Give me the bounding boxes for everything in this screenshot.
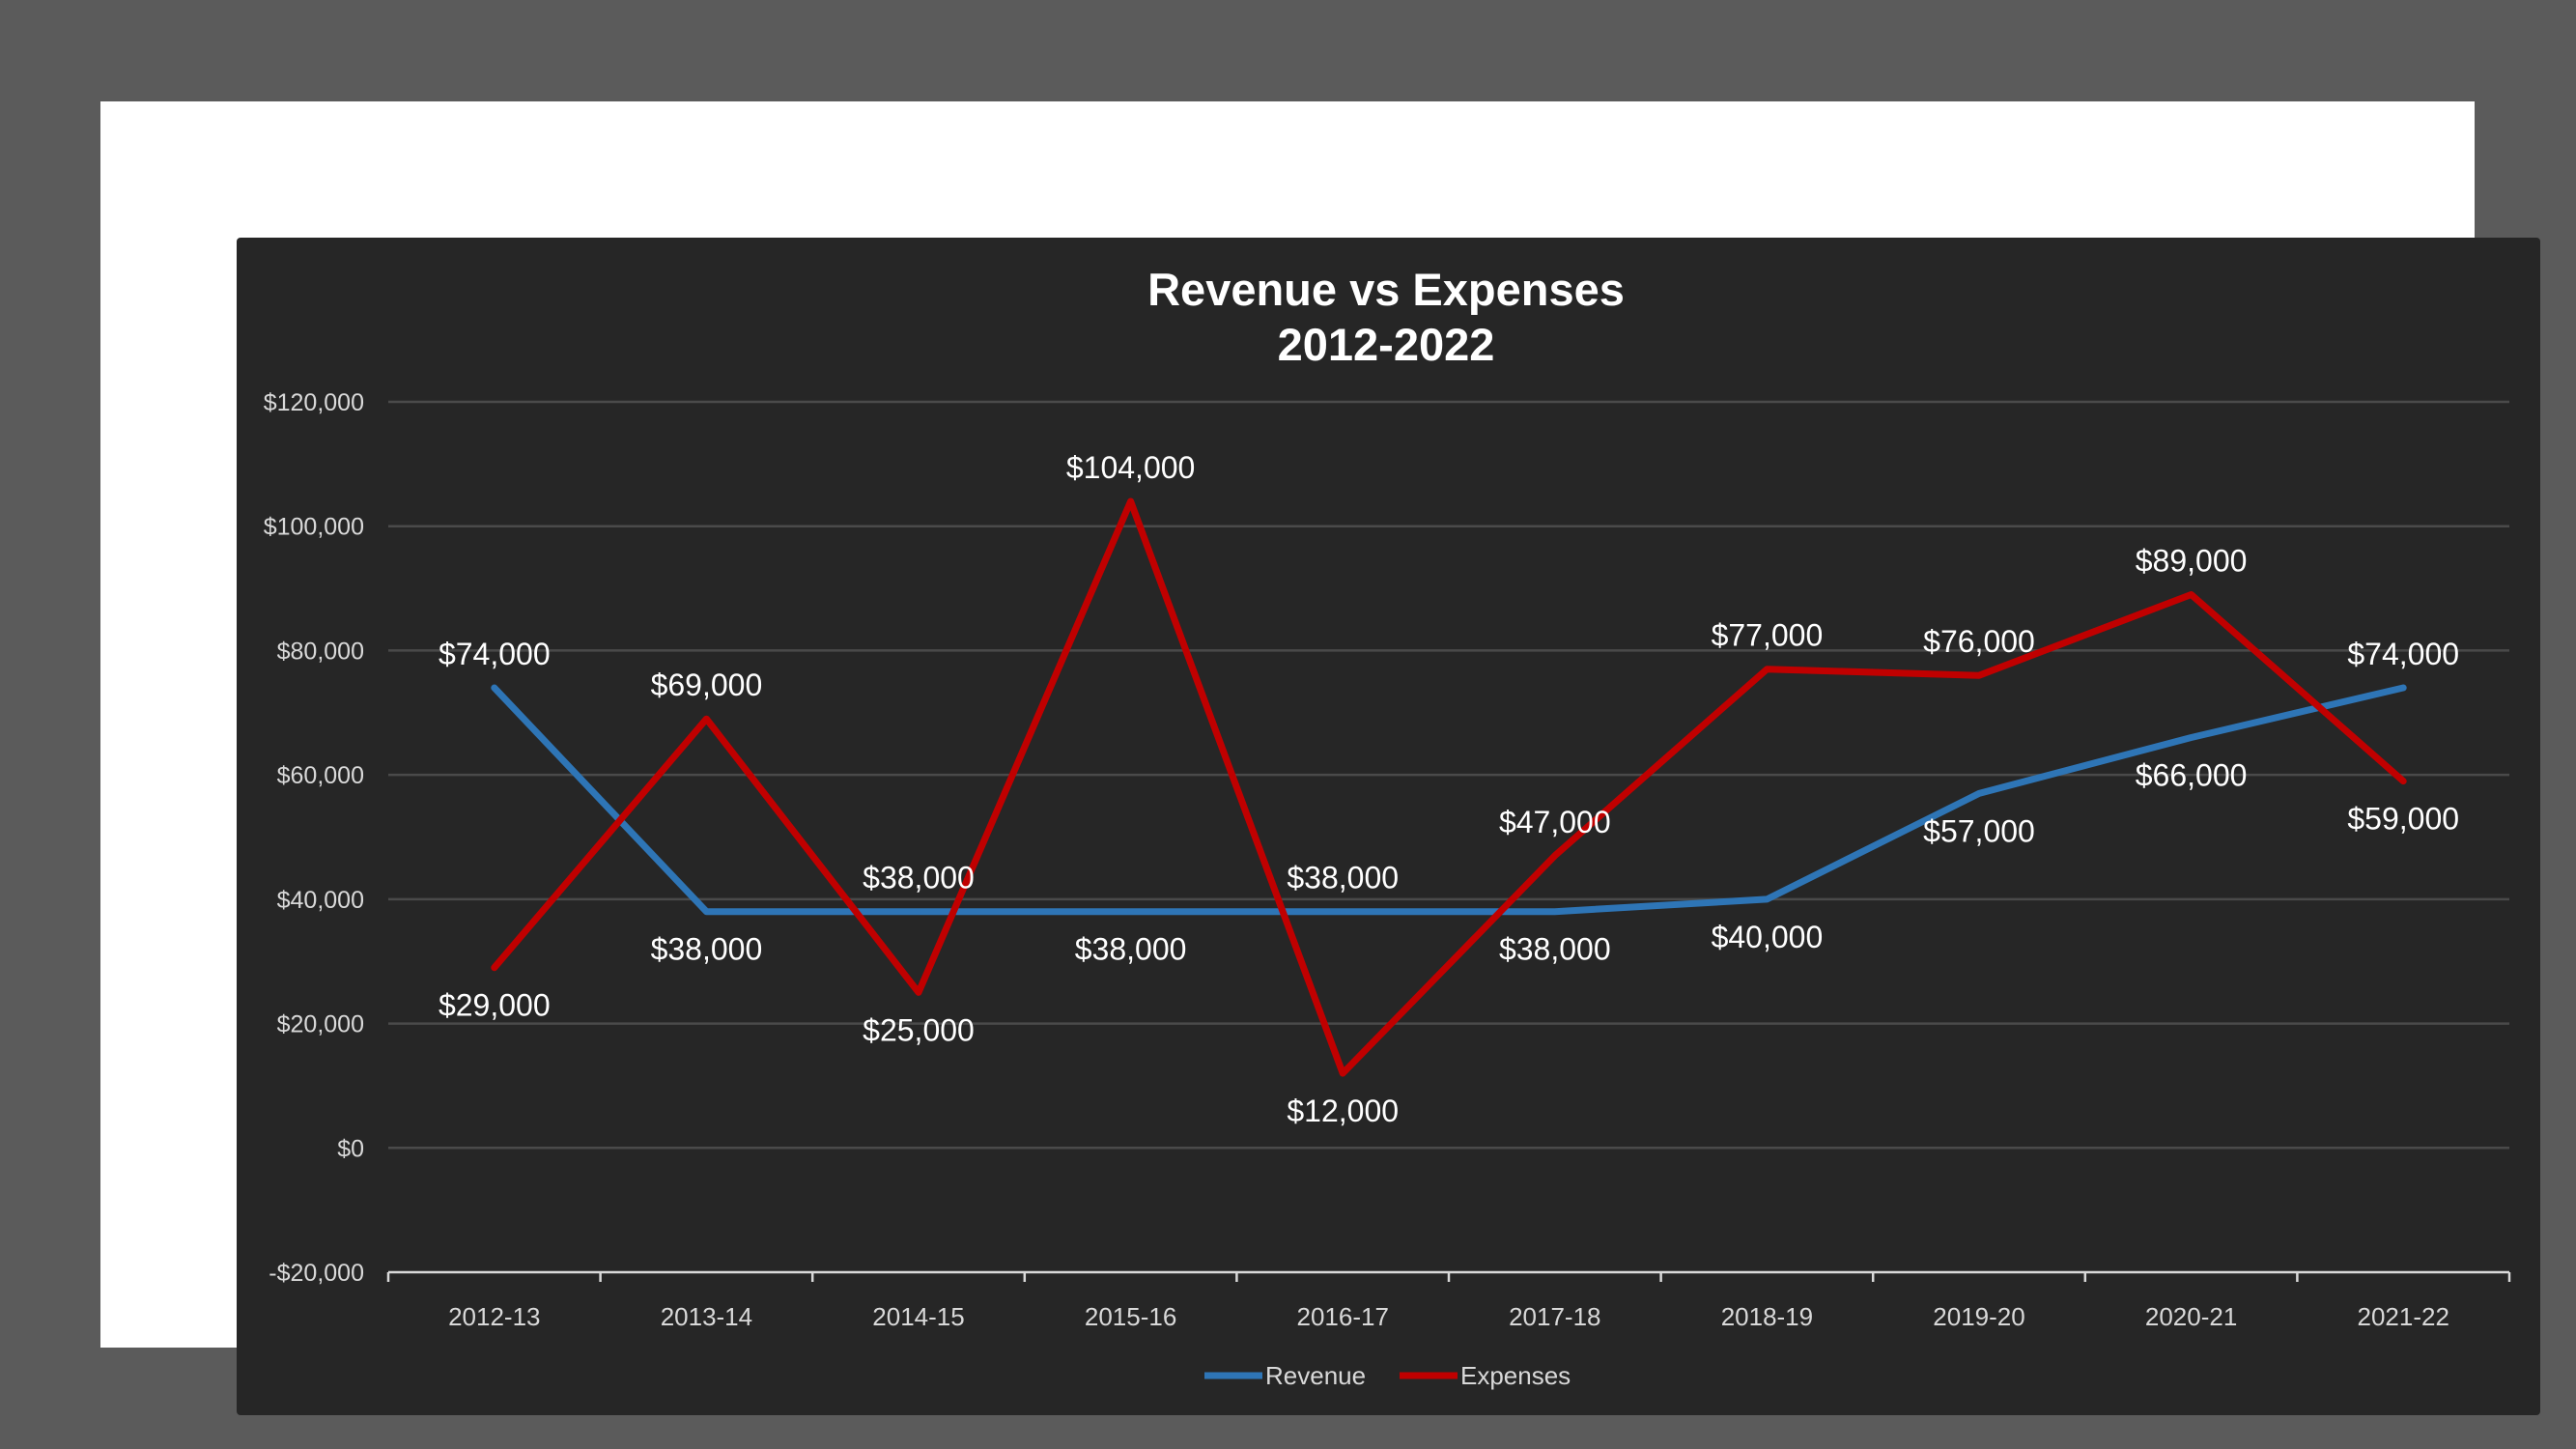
data-point-revenue — [703, 908, 710, 915]
data-label: $47,000 — [1499, 805, 1611, 839]
data-label: $12,000 — [1287, 1094, 1399, 1128]
legend-label: Revenue — [1265, 1361, 1366, 1390]
data-point-expenses — [1764, 666, 1770, 672]
x-tick-label: 2012-13 — [448, 1302, 540, 1331]
x-tick-label: 2015-16 — [1085, 1302, 1176, 1331]
axes: -$20,000 $0 $20,000 $40,000 $60,000 $80,000 $1… — [264, 389, 2511, 1331]
y-tick-label: $20,000 — [277, 1011, 364, 1038]
y-tick-label: $0 — [337, 1135, 364, 1162]
data-label: $76,000 — [1923, 624, 2035, 659]
x-tick-label: 2018-19 — [1721, 1302, 1813, 1331]
y-tick-label: $80,000 — [277, 638, 364, 665]
data-label: $69,000 — [651, 668, 763, 702]
data-label: $74,000 — [439, 637, 551, 671]
data-point-revenue — [2188, 734, 2194, 741]
y-tick-label: -$20,000 — [269, 1260, 364, 1287]
y-tick-label: $120,000 — [264, 389, 364, 416]
data-label: $25,000 — [863, 1012, 975, 1047]
data-point-expenses — [1127, 497, 1134, 504]
chart-frame: Revenue vs Expenses 2012-2022 -$20,000 $0… — [100, 101, 2540, 1415]
data-label: $38,000 — [1499, 932, 1611, 967]
data-label: $29,000 — [439, 988, 551, 1023]
data-point-expenses — [2400, 778, 2407, 784]
series-line-revenue — [491, 684, 2407, 916]
data-label: $38,000 — [863, 861, 975, 895]
data-label: $57,000 — [1923, 813, 2035, 848]
data-labels: $74,000 $38,000 $38,000 $38,000 $38,000 $38,0… — [439, 450, 2459, 1128]
x-tick-label: 2020-21 — [2145, 1302, 2237, 1331]
chart-title-line2: 2012-2022 — [1278, 319, 1495, 370]
data-point-expenses — [1976, 672, 1982, 679]
data-point-revenue — [1340, 908, 1346, 915]
y-tick-label: $100,000 — [264, 514, 364, 541]
data-point-revenue — [491, 685, 497, 692]
data-point-revenue — [1976, 790, 1982, 797]
legend-label: Expenses — [1460, 1361, 1571, 1390]
x-tick-label: 2017-18 — [1509, 1302, 1600, 1331]
data-label: $38,000 — [1287, 861, 1399, 895]
data-point-expenses — [1340, 1070, 1346, 1077]
data-point-revenue — [1764, 895, 1770, 902]
y-tick-label: $40,000 — [277, 887, 364, 914]
x-tick-label: 2016-17 — [1296, 1302, 1388, 1331]
data-point-expenses — [916, 989, 921, 996]
series-line-expenses — [491, 497, 2407, 1077]
chart-title-line1: Revenue vs Expenses — [1147, 264, 1625, 315]
data-label: $59,000 — [2347, 802, 2459, 837]
x-tick-label: 2013-14 — [661, 1302, 752, 1331]
data-label: $40,000 — [1712, 920, 1824, 954]
data-label: $38,000 — [1075, 932, 1187, 967]
data-point-expenses — [1551, 852, 1558, 859]
x-tick-label: 2021-22 — [2357, 1302, 2449, 1331]
data-label: $66,000 — [2136, 758, 2248, 793]
data-point-revenue — [1551, 908, 1558, 915]
x-tick-label: 2014-15 — [872, 1302, 964, 1331]
line-chart: Revenue vs Expenses 2012-2022 -$20,000 $0… — [264, 264, 2511, 1390]
data-label: $74,000 — [2347, 637, 2459, 671]
data-point-revenue — [2400, 685, 2407, 692]
data-point-revenue — [916, 908, 921, 915]
gridlines — [388, 400, 2509, 1150]
legend: Revenue Expenses — [1204, 1361, 1571, 1390]
data-point-expenses — [491, 964, 497, 971]
series-lines — [491, 497, 2407, 1077]
data-label: $104,000 — [1066, 450, 1195, 485]
data-point-expenses — [2188, 591, 2194, 598]
chart-area: Revenue vs Expenses 2012-2022 -$20,000 $0… — [237, 238, 2540, 1415]
data-label: $38,000 — [651, 932, 763, 967]
data-point-expenses — [703, 716, 710, 723]
x-tick-label: 2019-20 — [1933, 1302, 2024, 1331]
data-label: $77,000 — [1712, 618, 1824, 653]
y-tick-label: $60,000 — [277, 762, 364, 789]
data-label: $89,000 — [2136, 544, 2248, 579]
data-point-revenue — [1127, 908, 1134, 915]
